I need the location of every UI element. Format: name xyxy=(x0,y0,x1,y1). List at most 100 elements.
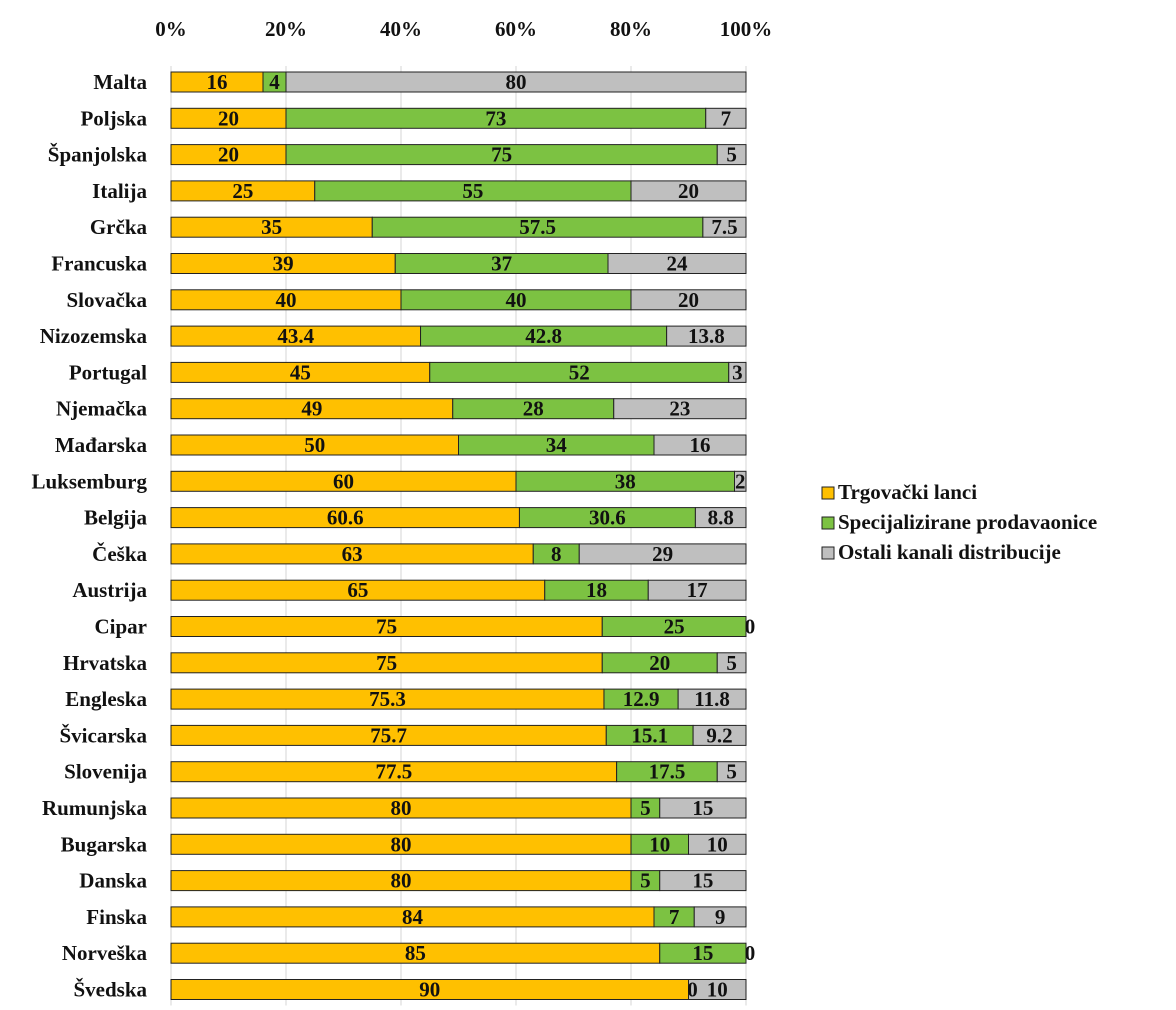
data-label: 55 xyxy=(462,179,483,203)
bar-segment xyxy=(607,253,747,274)
data-label: 57.5 xyxy=(519,215,556,239)
bar-segment xyxy=(692,724,747,746)
data-label: 65 xyxy=(347,578,368,602)
x-tick-label: 100% xyxy=(720,17,773,41)
bar-segment xyxy=(694,507,747,529)
data-label: 7.5 xyxy=(711,215,737,239)
data-label: 10 xyxy=(707,978,728,1002)
data-label: 40 xyxy=(276,288,297,312)
category-label: Češka xyxy=(92,542,147,566)
category-labels: Malta Poljska Španjolska Italija Grčka Francu… xyxy=(31,70,147,1002)
x-axis-ticks: 0% 20% 40% 60% 80% 100% xyxy=(155,17,772,41)
data-label: 75 xyxy=(376,615,397,639)
data-label: 5 xyxy=(726,143,737,167)
legend: Trgovački lanci Specijalizirane prodavaon… xyxy=(821,480,1097,564)
category-label: Rumunjska xyxy=(42,796,148,820)
data-label: 0 xyxy=(687,978,698,1002)
category-label: Poljska xyxy=(80,106,147,130)
data-label: 43.4 xyxy=(277,324,314,348)
bar-segment xyxy=(613,398,747,420)
bar-segment xyxy=(716,761,747,783)
category-label: Austrija xyxy=(72,578,147,602)
bar-segment xyxy=(728,361,747,383)
data-label: 9.2 xyxy=(706,723,732,747)
data-label: 20 xyxy=(218,143,239,167)
data-label: 35 xyxy=(261,215,282,239)
x-tick-label: 60% xyxy=(495,17,537,41)
category-label: Švicarska xyxy=(59,723,147,747)
data-label: 25 xyxy=(664,615,685,639)
category-label: Italija xyxy=(92,179,147,203)
bar-segment xyxy=(630,180,747,202)
data-label: 80 xyxy=(506,70,527,94)
category-label: Španjolska xyxy=(48,143,148,167)
data-label: 11.8 xyxy=(694,687,730,711)
legend-swatch xyxy=(821,486,835,500)
bar-segment xyxy=(705,107,747,129)
data-label: 13.8 xyxy=(688,324,725,348)
data-label: 10 xyxy=(649,832,670,856)
data-label: 75 xyxy=(491,143,512,167)
bar-segment xyxy=(677,688,747,710)
data-label: 20 xyxy=(649,651,670,675)
data-label: 5 xyxy=(726,760,737,784)
data-label: 3 xyxy=(732,360,743,384)
data-label: 75.7 xyxy=(370,723,407,747)
data-label: 45 xyxy=(290,360,311,384)
data-label: 29 xyxy=(652,542,673,566)
legend-label: Ostali kanali distribucije xyxy=(838,540,1061,564)
data-label: 80 xyxy=(391,869,412,893)
legend-swatch xyxy=(821,516,835,530)
data-label: 20 xyxy=(678,179,699,203)
data-label: 30.6 xyxy=(589,506,626,530)
data-label: 8.8 xyxy=(708,506,734,530)
data-label: 85 xyxy=(405,941,426,965)
x-tick-label: 20% xyxy=(265,17,307,41)
bar-segment xyxy=(693,906,747,928)
data-label: 77.5 xyxy=(375,760,412,784)
category-label: Švedska xyxy=(73,978,147,1002)
bar-segment xyxy=(734,470,747,492)
category-label: Danska xyxy=(79,869,147,893)
category-label: Francuska xyxy=(51,252,147,276)
data-label: 15.1 xyxy=(631,723,668,747)
data-label: 23 xyxy=(669,397,690,421)
data-label: 37 xyxy=(491,252,512,276)
data-label: 7 xyxy=(669,905,680,929)
data-label: 75 xyxy=(376,651,397,675)
data-label: 15 xyxy=(692,941,713,965)
category-label: Slovenija xyxy=(64,760,147,784)
category-label: Engleska xyxy=(65,687,147,711)
data-label: 84 xyxy=(402,905,424,929)
category-label: Hrvatska xyxy=(63,651,148,675)
data-label: 2 xyxy=(735,469,746,493)
bar-segment xyxy=(659,870,747,892)
x-tick-label: 40% xyxy=(380,17,422,41)
x-tick-label: 80% xyxy=(610,17,652,41)
data-label: 73 xyxy=(485,106,506,130)
bar-segment xyxy=(630,289,747,311)
data-label: 80 xyxy=(391,796,412,820)
data-label: 34 xyxy=(546,433,568,457)
data-label: 9 xyxy=(715,905,726,929)
category-label: Malta xyxy=(93,70,147,94)
data-label: 5 xyxy=(640,869,651,893)
data-label: 20 xyxy=(678,288,699,312)
data-label: 10 xyxy=(707,832,728,856)
data-label: 17 xyxy=(687,578,708,602)
x-tick-label: 0% xyxy=(155,17,187,41)
data-label: 25 xyxy=(232,179,253,203)
bar-segment xyxy=(688,979,747,1000)
category-label: Bugarska xyxy=(61,832,148,856)
category-label: Nizozemska xyxy=(40,324,148,348)
bar-segment xyxy=(716,144,747,166)
data-label: 0 xyxy=(745,941,756,965)
data-label: 20 xyxy=(218,106,239,130)
data-label: 5 xyxy=(726,651,737,675)
category-label: Cipar xyxy=(95,615,148,639)
data-label: 80 xyxy=(391,832,412,856)
data-label: 7 xyxy=(721,106,732,130)
bar-segment xyxy=(659,942,747,964)
data-label: 60.6 xyxy=(327,506,364,530)
